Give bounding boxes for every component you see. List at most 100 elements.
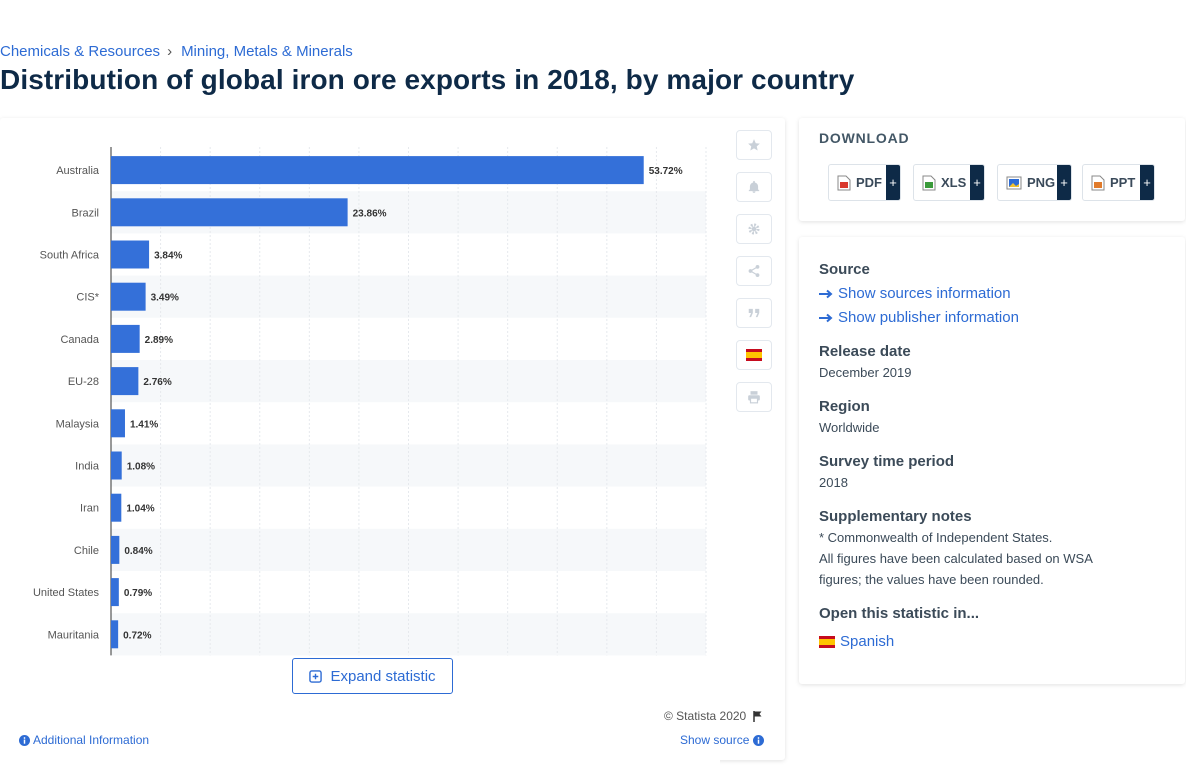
chart-card: Australia 53.72% Brazil 23.86% South Africa 3… bbox=[0, 118, 785, 760]
ppt-file-icon bbox=[1091, 175, 1105, 191]
show-sources-link[interactable]: Show sources information bbox=[819, 285, 1011, 302]
bar bbox=[111, 409, 125, 437]
download-ppt-plus: + bbox=[1140, 165, 1154, 200]
data-label: 2.76% bbox=[143, 377, 171, 388]
notification-button[interactable] bbox=[736, 172, 772, 202]
breadcrumb-item-mining[interactable]: Mining, Metals & Minerals bbox=[181, 43, 353, 60]
chart-toolbar bbox=[736, 130, 772, 424]
show-publisher-label: Show publisher information bbox=[838, 309, 1019, 326]
bar bbox=[111, 156, 644, 184]
bar bbox=[111, 367, 138, 395]
additional-information-link[interactable]: Additional Information bbox=[19, 733, 149, 747]
quote-icon bbox=[747, 306, 761, 320]
xls-file-icon bbox=[922, 175, 936, 191]
notes-line-3: figures; the values have been rounded. bbox=[819, 569, 1044, 590]
expand-statistic-button[interactable]: Expand statistic bbox=[292, 658, 453, 694]
bar bbox=[111, 620, 118, 648]
show-publisher-link[interactable]: Show publisher information bbox=[819, 309, 1019, 326]
category-label: Mauritania bbox=[48, 629, 100, 641]
cite-button[interactable] bbox=[736, 298, 772, 328]
notes-line-2: All figures have been calculated based o… bbox=[819, 548, 1093, 569]
download-png-label: PNG bbox=[1027, 175, 1055, 190]
plus-square-icon bbox=[309, 670, 322, 683]
gear-icon bbox=[747, 222, 761, 236]
category-label: Canada bbox=[60, 334, 99, 346]
show-source-link[interactable]: Show source bbox=[680, 733, 764, 747]
download-xls-plus: + bbox=[970, 165, 984, 200]
data-label: 2.89% bbox=[145, 335, 173, 346]
spain-flag-icon bbox=[819, 636, 835, 648]
notes-line-1: * Commonwealth of Independent States. bbox=[819, 527, 1052, 548]
spain-flag-icon bbox=[746, 349, 762, 361]
category-label: Chile bbox=[74, 545, 99, 557]
open-in-spanish-label: Spanish bbox=[840, 633, 894, 650]
category-label: Iran bbox=[80, 503, 99, 515]
bar bbox=[111, 494, 121, 522]
info-icon bbox=[753, 735, 764, 746]
category-label: Australia bbox=[56, 165, 100, 177]
category-label: Brazil bbox=[71, 207, 99, 219]
data-label: 0.72% bbox=[123, 630, 151, 641]
open-statistic-heading: Open this statistic in... bbox=[819, 605, 979, 622]
survey-period-heading: Survey time period bbox=[819, 453, 954, 470]
breadcrumb-item-chemicals[interactable]: Chemicals & Resources bbox=[0, 43, 160, 60]
release-date-heading: Release date bbox=[819, 343, 911, 360]
flag-icon[interactable] bbox=[752, 710, 764, 722]
region-heading: Region bbox=[819, 398, 870, 415]
info-icon bbox=[19, 735, 30, 746]
print-button[interactable] bbox=[736, 382, 772, 412]
bar bbox=[111, 283, 146, 311]
download-png-plus: + bbox=[1057, 165, 1071, 200]
data-label: 0.79% bbox=[124, 588, 152, 599]
supplementary-notes-heading: Supplementary notes bbox=[819, 508, 972, 525]
bar bbox=[111, 325, 140, 353]
category-label: South Africa bbox=[40, 250, 100, 262]
category-label: EU-28 bbox=[68, 376, 99, 388]
data-label: 3.49% bbox=[151, 293, 179, 304]
download-pdf-plus: + bbox=[886, 165, 900, 200]
breadcrumb: Chemicals & Resources › Mining, Metals &… bbox=[0, 43, 353, 60]
star-icon bbox=[747, 138, 761, 152]
data-label: 0.84% bbox=[124, 546, 152, 557]
favorite-button[interactable] bbox=[736, 130, 772, 160]
open-in-spanish-link[interactable]: Spanish bbox=[819, 633, 894, 650]
download-xls-button[interactable]: XLS + bbox=[913, 164, 985, 201]
category-label: Malaysia bbox=[56, 418, 100, 430]
download-pdf-button[interactable]: PDF + bbox=[828, 164, 901, 201]
region-value: Worldwide bbox=[819, 417, 879, 438]
bell-icon bbox=[747, 180, 761, 194]
download-xls-label: XLS bbox=[941, 175, 966, 190]
print-icon bbox=[747, 390, 761, 404]
statistic-info-card: Source Show sources information Show pub… bbox=[799, 237, 1185, 684]
download-pdf-label: PDF bbox=[856, 175, 882, 190]
download-png-button[interactable]: PNG + bbox=[997, 164, 1072, 201]
download-card: DOWNLOAD PDF + XLS + PNG + PPT + bbox=[799, 118, 1185, 221]
additional-information-label: Additional Information bbox=[33, 733, 149, 747]
copyright: © Statista 2020 bbox=[664, 709, 764, 723]
share-icon bbox=[747, 264, 761, 278]
bar bbox=[111, 241, 149, 269]
download-ppt-label: PPT bbox=[1110, 175, 1135, 190]
release-date-value: December 2019 bbox=[819, 362, 912, 383]
language-spanish-button[interactable] bbox=[736, 340, 772, 370]
data-label: 1.41% bbox=[130, 419, 158, 430]
png-file-icon bbox=[1006, 176, 1022, 190]
survey-period-value: 2018 bbox=[819, 472, 848, 493]
download-ppt-button[interactable]: PPT + bbox=[1082, 164, 1155, 201]
chevron-right-icon: › bbox=[167, 43, 172, 60]
arrow-right-icon bbox=[819, 313, 833, 323]
share-button[interactable] bbox=[736, 256, 772, 286]
category-label: United States bbox=[33, 587, 100, 599]
category-label: India bbox=[75, 461, 100, 473]
settings-button[interactable] bbox=[736, 214, 772, 244]
copyright-text: © Statista 2020 bbox=[664, 709, 746, 723]
data-label: 3.84% bbox=[154, 251, 182, 262]
show-sources-label: Show sources information bbox=[838, 285, 1011, 302]
expand-statistic-label: Expand statistic bbox=[330, 668, 435, 685]
data-label: 1.04% bbox=[126, 504, 154, 515]
show-source-label: Show source bbox=[680, 733, 749, 747]
bar bbox=[111, 536, 119, 564]
pdf-file-icon bbox=[837, 175, 851, 191]
bar bbox=[111, 578, 119, 606]
bar bbox=[111, 198, 348, 226]
